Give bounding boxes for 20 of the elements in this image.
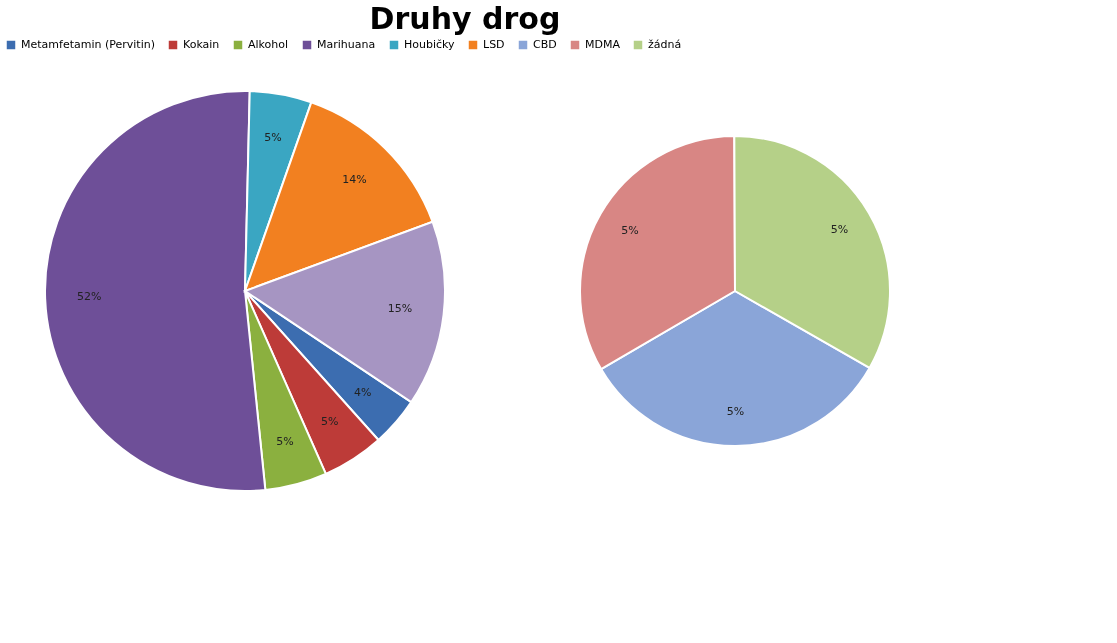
data-label: 4% xyxy=(354,386,372,400)
legend-label: Alkohol xyxy=(248,38,289,51)
legend-label: MDMA xyxy=(585,38,621,51)
data-label: 5% xyxy=(830,223,849,237)
legend-label: žádná xyxy=(648,38,682,51)
data-label: 5% xyxy=(264,130,282,144)
data-label: 52% xyxy=(76,290,102,304)
data-label: 14% xyxy=(342,172,367,186)
data-label: 5% xyxy=(320,415,339,429)
legend-label: Kokain xyxy=(183,38,220,51)
legend-label: CBD xyxy=(533,38,557,51)
legend-label: Metamfetamin (Pervitin) xyxy=(21,38,155,51)
data-label: 5% xyxy=(726,404,745,418)
data-label: 15% xyxy=(387,302,413,316)
legend-label: LSD xyxy=(483,38,505,51)
data-label: 5% xyxy=(621,224,639,238)
data-label: 5% xyxy=(276,434,294,448)
legend-label: Houbičky xyxy=(404,38,456,51)
legend-label: Marihuana xyxy=(317,38,376,51)
chart-title: Druhy drog xyxy=(369,1,561,36)
